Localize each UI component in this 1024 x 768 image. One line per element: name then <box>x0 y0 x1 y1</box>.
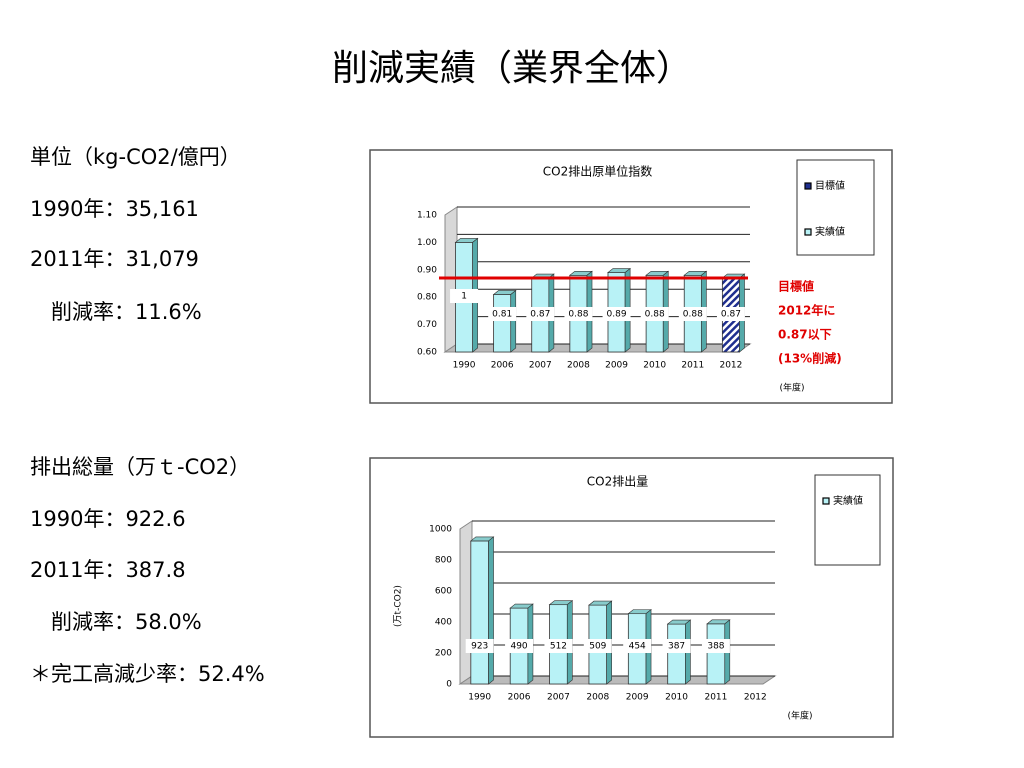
value-label-bg <box>701 639 730 653</box>
value-label-bg <box>662 639 691 653</box>
y-tick-label: 800 <box>435 556 452 566</box>
annotation: 2012年に <box>778 303 835 318</box>
info-line: ＊完工高減少率：52.4% <box>30 662 265 686</box>
bar <box>470 540 489 685</box>
y-tick-label: 1.10 <box>417 211 437 221</box>
chart-frame <box>369 457 894 738</box>
x-tick-label: 2008 <box>586 693 609 703</box>
info-line: 削減率：58.0% <box>30 610 202 634</box>
annotation: (13%削減) <box>778 351 842 366</box>
value-label: 0.88 <box>568 310 588 320</box>
y-tick-label: 1000 <box>429 525 452 535</box>
legend-box <box>796 159 875 256</box>
legend-label: 実績値 <box>815 225 845 238</box>
value-label: 0.88 <box>645 310 665 320</box>
value-label: 0.88 <box>683 310 703 320</box>
bar <box>706 623 726 685</box>
x-tick-label: 2008 <box>567 361 590 371</box>
value-label-bg <box>583 639 612 653</box>
y-tick-label: 400 <box>435 618 452 628</box>
x-tick-label: 2006 <box>491 361 514 371</box>
value-label-bg <box>564 307 593 321</box>
value-label: 387 <box>668 642 685 652</box>
legend-swatch <box>804 182 812 190</box>
x-tick-label: 2012 <box>744 693 767 703</box>
y-tick-label: 0.80 <box>417 293 437 303</box>
x-axis-label: (年度) <box>779 382 804 394</box>
legend-label: 実績値 <box>833 494 863 507</box>
legend-box <box>814 474 881 566</box>
value-label-bg <box>602 307 631 321</box>
x-axis-label: (年度) <box>787 710 812 722</box>
annotation: 0.87以下 <box>778 328 832 342</box>
value-label: 1 <box>461 292 467 302</box>
legend-swatch <box>822 497 830 505</box>
y-tick-label: 0.70 <box>417 320 437 330</box>
value-label-bg <box>526 307 555 321</box>
x-tick-label: 2012 <box>719 361 742 371</box>
x-tick-label: 2006 <box>508 693 531 703</box>
value-label: 454 <box>629 642 646 652</box>
legend-swatch <box>804 228 812 236</box>
value-label-bg <box>505 639 534 653</box>
value-label-bg <box>544 639 573 653</box>
info-line: 1990年：922.6 <box>30 507 186 531</box>
legend-label: 目標値 <box>815 179 845 192</box>
plot-wall <box>459 520 473 685</box>
value-label-bg <box>678 307 707 321</box>
y-tick-label: 1.00 <box>417 238 437 248</box>
x-tick-label: 2007 <box>547 693 570 703</box>
x-tick-label: 2011 <box>681 361 704 371</box>
x-tick-label: 1990 <box>453 361 476 371</box>
value-label: 490 <box>510 642 527 652</box>
x-tick-label: 2011 <box>704 693 727 703</box>
value-label-bg <box>465 639 494 653</box>
info-line: 削減率：11.6% <box>30 300 202 324</box>
bar-side <box>510 289 517 353</box>
x-tick-label: 2010 <box>665 693 688 703</box>
x-tick-label: 2009 <box>626 693 649 703</box>
value-label: 923 <box>471 642 488 652</box>
slide-title: 削減実績（業界全体） <box>332 48 692 89</box>
annotation: 目標値 <box>778 279 814 294</box>
value-label-bg <box>450 289 479 303</box>
y-axis-label: (万t-CO2) <box>394 585 404 627</box>
value-label-bg <box>488 307 517 321</box>
value-label: 0.89 <box>607 310 627 320</box>
bar <box>493 294 512 353</box>
bar-side <box>488 536 494 685</box>
value-label: 509 <box>589 642 606 652</box>
x-tick-label: 2009 <box>605 361 628 371</box>
info-line: 排出総量（万ｔ-CO2） <box>30 455 250 479</box>
info-line: 2011年：387.8 <box>30 558 186 582</box>
x-tick-label: 1990 <box>468 693 491 703</box>
info-line: 1990年：35,161 <box>30 197 199 221</box>
value-label-bg <box>716 307 745 321</box>
y-tick-label: 0.60 <box>417 348 437 358</box>
y-tick-label: 0 <box>446 680 452 690</box>
value-label: 0.81 <box>492 310 512 320</box>
bar <box>667 623 686 685</box>
value-label: 388 <box>707 642 724 652</box>
x-tick-label: 2007 <box>529 361 552 371</box>
value-label: 512 <box>550 642 567 652</box>
value-label-bg <box>640 307 669 321</box>
value-label: 0.87 <box>530 310 550 320</box>
info-line: 2011年：31,079 <box>30 247 199 271</box>
value-label: 0.87 <box>721 310 741 320</box>
y-tick-label: 200 <box>435 649 452 659</box>
y-tick-label: 600 <box>435 587 452 597</box>
chart-title: CO2排出量 <box>587 475 648 489</box>
y-tick-label: 0.90 <box>417 265 437 275</box>
x-tick-label: 2010 <box>643 361 666 371</box>
chart-title: CO2排出原単位指数 <box>543 164 652 179</box>
info-line: 単位（kg-CO2/億円） <box>30 145 241 169</box>
value-label-bg <box>623 639 652 653</box>
